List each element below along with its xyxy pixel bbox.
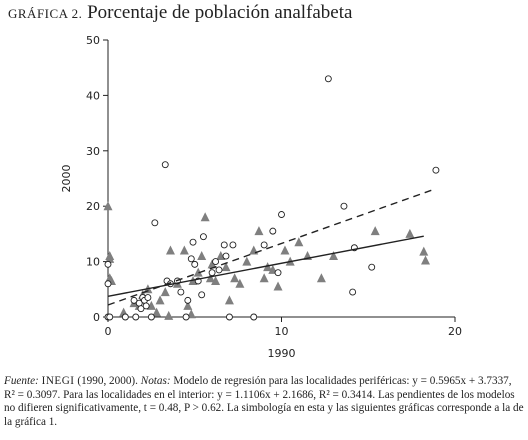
data-point-circle bbox=[137, 305, 145, 313]
notes-label: Notas: bbox=[140, 375, 171, 387]
data-point-circle bbox=[161, 161, 169, 169]
data-point-triangle bbox=[405, 228, 415, 238]
notes-text: Modelo de regresión para las localidades… bbox=[4, 375, 524, 428]
data-point-circle bbox=[269, 227, 277, 235]
plot-marks bbox=[103, 75, 440, 321]
data-point-circle bbox=[191, 260, 199, 268]
data-point-triangle bbox=[183, 300, 193, 310]
data-point-triangle bbox=[419, 246, 429, 256]
data-point-circle bbox=[199, 233, 207, 241]
regression-lines bbox=[107, 188, 437, 306]
data-point-circle bbox=[142, 302, 150, 310]
data-point-circle bbox=[106, 313, 114, 321]
data-point-circle bbox=[104, 260, 112, 268]
data-point-circle bbox=[349, 288, 357, 296]
regression-line-periphery bbox=[107, 235, 424, 298]
data-point-circle bbox=[212, 258, 220, 266]
data-point-triangle bbox=[316, 273, 326, 283]
data-point-circle bbox=[130, 296, 138, 304]
data-point-circle bbox=[208, 269, 216, 277]
data-point-triangle bbox=[370, 226, 380, 236]
data-point-triangle bbox=[200, 212, 210, 222]
y-axis-label: 2000 bbox=[60, 165, 73, 193]
data-point-triangle bbox=[421, 255, 431, 265]
scatter-plot: 0 10 20 30 40 50 0 10 20 1990 2000 bbox=[60, 34, 462, 360]
data-point-circle bbox=[215, 266, 223, 274]
data-point-circle bbox=[144, 294, 152, 302]
regression-line-interior bbox=[107, 188, 437, 306]
chart-title-text: Porcentaje de población analfabeta bbox=[87, 2, 353, 23]
y-tick-label: 40 bbox=[86, 89, 100, 102]
data-point-triangle bbox=[280, 245, 290, 255]
data-point-circle bbox=[121, 313, 129, 321]
chart-label: GRÁFICA 2. bbox=[8, 6, 83, 21]
y-tick-label: 30 bbox=[86, 145, 100, 158]
data-point-triangle bbox=[263, 262, 273, 272]
data-point-triangle bbox=[224, 295, 234, 305]
data-point-triangle bbox=[294, 237, 304, 247]
data-point-circle bbox=[189, 238, 197, 246]
data-point-circle bbox=[187, 255, 195, 263]
x-axis-label: 1990 bbox=[268, 347, 296, 360]
data-point-triangle bbox=[242, 256, 252, 266]
data-point-circle bbox=[225, 313, 233, 321]
data-point-triangle bbox=[207, 259, 217, 269]
data-point-circle bbox=[184, 296, 192, 304]
data-point-triangle bbox=[273, 281, 283, 291]
data-point-circle bbox=[198, 291, 206, 299]
data-point-triangle bbox=[103, 201, 113, 211]
chart-note: Fuente: INEGI (1990, 2000). Notas: Model… bbox=[4, 375, 524, 429]
x-tick-label: 10 bbox=[275, 325, 289, 338]
data-point-triangle bbox=[197, 251, 207, 261]
source-years: (1990, 2000). bbox=[77, 375, 138, 387]
data-point-triangle bbox=[249, 245, 259, 255]
data-point-triangle bbox=[329, 251, 339, 261]
y-tick-label: 0 bbox=[93, 311, 100, 324]
data-point-circle bbox=[182, 313, 190, 321]
x-tick-label: 20 bbox=[448, 325, 462, 338]
data-point-circle bbox=[340, 202, 348, 210]
source-org: INEGI bbox=[41, 375, 75, 387]
data-point-triangle bbox=[259, 273, 269, 283]
data-point-triangle bbox=[105, 253, 115, 263]
y-tick-label: 50 bbox=[86, 34, 100, 47]
data-point-triangle bbox=[254, 226, 264, 236]
data-point-circle bbox=[104, 280, 112, 288]
data-point-circle bbox=[177, 288, 185, 296]
data-point-circle bbox=[151, 219, 159, 227]
data-point-circle bbox=[147, 313, 155, 321]
data-point-circle bbox=[432, 166, 440, 174]
data-point-triangle bbox=[165, 245, 175, 255]
data-point-triangle bbox=[235, 278, 245, 288]
y-tick-label: 10 bbox=[86, 256, 100, 269]
data-point-circle bbox=[274, 269, 282, 277]
data-point-triangle bbox=[193, 267, 203, 277]
data-point-circle bbox=[229, 241, 237, 249]
x-tick-label: 0 bbox=[105, 325, 112, 338]
data-point-triangle bbox=[155, 295, 165, 305]
data-point-triangle bbox=[211, 275, 221, 285]
source-label: Fuente: bbox=[4, 375, 39, 387]
data-point-circle bbox=[132, 313, 140, 321]
axis-labels: 0 10 20 30 40 50 0 10 20 1990 2000 bbox=[60, 34, 462, 360]
data-point-circle bbox=[220, 241, 228, 249]
plot-frame bbox=[103, 39, 456, 322]
data-point-triangle bbox=[152, 307, 162, 317]
data-point-triangle bbox=[164, 310, 174, 320]
chart-title: GRÁFICA 2. Porcentaje de población analf… bbox=[8, 2, 352, 24]
data-point-triangle bbox=[179, 245, 189, 255]
data-point-circle bbox=[250, 313, 258, 321]
data-point-circle bbox=[278, 211, 285, 218]
y-tick-label: 20 bbox=[86, 200, 100, 213]
data-point-circle bbox=[324, 75, 332, 83]
data-point-circle bbox=[222, 252, 230, 260]
data-point-circle bbox=[260, 241, 268, 249]
data-point-triangle bbox=[230, 273, 240, 283]
data-point-triangle bbox=[160, 287, 170, 297]
data-point-triangle bbox=[205, 273, 215, 283]
data-point-triangle bbox=[221, 262, 231, 272]
data-point-circle bbox=[368, 263, 376, 271]
